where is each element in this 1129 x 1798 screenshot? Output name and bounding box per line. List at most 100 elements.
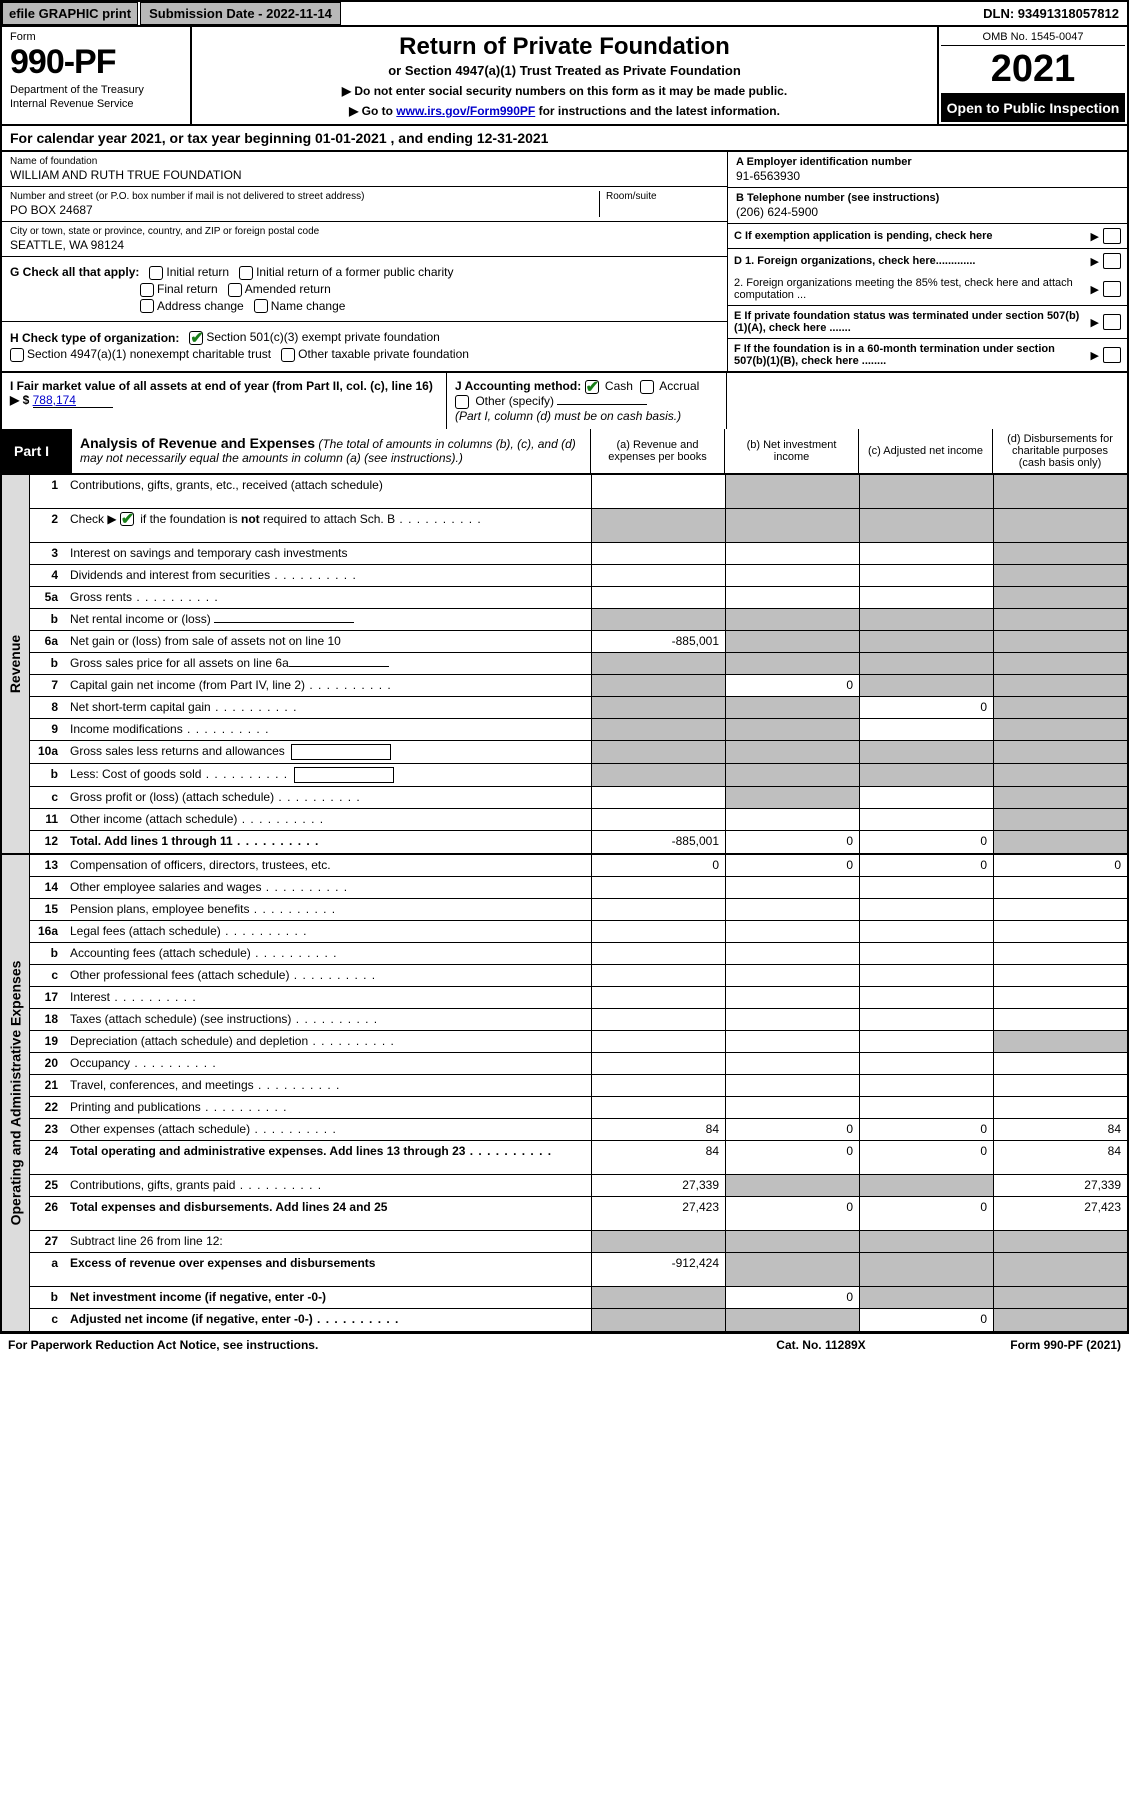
- part1-header: Part I Analysis of Revenue and Expenses …: [0, 429, 1129, 475]
- cbox-4947[interactable]: [10, 348, 24, 362]
- cbox-c[interactable]: [1103, 228, 1121, 244]
- input-10a[interactable]: [291, 744, 391, 760]
- cbox-addr-change[interactable]: [140, 299, 154, 313]
- g-opt-0: Initial return: [166, 265, 229, 279]
- g-opt-3: Amended return: [245, 282, 331, 296]
- foundation-name-cell: Name of foundation WILLIAM AND RUTH TRUE…: [2, 152, 727, 187]
- j-note: (Part I, column (d) must be on cash basi…: [455, 409, 681, 423]
- j-cash: Cash: [605, 379, 633, 393]
- row-18: 18Taxes (attach schedule) (see instructi…: [30, 1009, 1127, 1031]
- cbox-final[interactable]: [140, 283, 154, 297]
- cbox-amended[interactable]: [228, 283, 242, 297]
- row-26: 26Total expenses and disbursements. Add …: [30, 1197, 1127, 1231]
- tel-label: B Telephone number (see instructions): [736, 192, 939, 204]
- cbox-other-method[interactable]: [455, 395, 469, 409]
- open-to-public: Open to Public Inspection: [941, 94, 1125, 122]
- j-accrual: Accrual: [659, 379, 699, 393]
- input-10b[interactable]: [294, 767, 394, 783]
- cbox-initial-former[interactable]: [239, 266, 253, 280]
- cbox-other-taxable[interactable]: [281, 348, 295, 362]
- revenue-side-label: Revenue: [2, 475, 30, 853]
- cbox-cash[interactable]: [585, 380, 599, 394]
- opex-rows: 13Compensation of officers, directors, t…: [30, 855, 1127, 1331]
- name-value: WILLIAM AND RUTH TRUE FOUNDATION: [10, 168, 719, 182]
- irs-link[interactable]: www.irs.gov/Form990PF: [396, 104, 535, 118]
- dept-treasury: Department of the Treasury: [10, 84, 182, 96]
- city-cell: City or town, state or province, country…: [2, 222, 727, 257]
- j-label: J Accounting method:: [455, 379, 581, 393]
- row-15: 15Pension plans, employee benefits: [30, 899, 1127, 921]
- cbox-schb[interactable]: [120, 512, 134, 526]
- f-label: F If the foundation is in a 60-month ter…: [734, 343, 1055, 367]
- row-11: 11Other income (attach schedule): [30, 809, 1127, 831]
- form-subtitle: or Section 4947(a)(1) Trust Treated as P…: [204, 63, 925, 78]
- row-27: 27Subtract line 26 from line 12:: [30, 1231, 1127, 1253]
- form-header: Form 990-PF Department of the Treasury I…: [0, 27, 1129, 126]
- note2-post: for instructions and the latest informat…: [535, 104, 780, 118]
- row-22: 22Printing and publications: [30, 1097, 1127, 1119]
- row-1: 1Contributions, gifts, grants, etc., rec…: [30, 475, 1127, 509]
- addr-value: PO BOX 24687: [10, 203, 599, 217]
- address-cell: Number and street (or P.O. box number if…: [2, 187, 727, 222]
- city-label: City or town, state or province, country…: [10, 226, 719, 237]
- submission-date: Submission Date - 2022-11-14: [140, 2, 341, 25]
- footer-right: Form 990-PF (2021): [921, 1338, 1121, 1352]
- header-left: Form 990-PF Department of the Treasury I…: [2, 27, 192, 124]
- row-14: 14Other employee salaries and wages: [30, 877, 1127, 899]
- d2-label: 2. Foreign organizations meeting the 85%…: [734, 277, 1083, 301]
- cbox-f[interactable]: [1103, 347, 1121, 363]
- info-right: A Employer identification number 91-6563…: [727, 152, 1127, 371]
- cbox-initial-return[interactable]: [149, 266, 163, 280]
- cbox-accrual[interactable]: [640, 380, 654, 394]
- g-opt-2: Final return: [157, 282, 218, 296]
- h-opt-1: Section 501(c)(3) exempt private foundat…: [206, 330, 439, 344]
- info-left: Name of foundation WILLIAM AND RUTH TRUE…: [2, 152, 727, 371]
- dept-irs: Internal Revenue Service: [10, 98, 182, 110]
- cbox-name-change[interactable]: [254, 299, 268, 313]
- c-label: C If exemption application is pending, c…: [734, 230, 993, 242]
- ein-value: 91-6563930: [736, 169, 1119, 183]
- cbox-d2[interactable]: [1103, 281, 1121, 297]
- efile-print-button[interactable]: efile GRAPHIC print: [2, 2, 138, 25]
- header-right: OMB No. 1545-0047 2021 Open to Public In…: [937, 27, 1127, 124]
- cbox-e[interactable]: [1103, 314, 1121, 330]
- row-4: 4Dividends and interest from securities: [30, 565, 1127, 587]
- j-section: J Accounting method: Cash Accrual Other …: [447, 373, 727, 429]
- g-opt-1: Initial return of a former public charit…: [256, 265, 453, 279]
- row-6a: 6aNet gain or (loss) from sale of assets…: [30, 631, 1127, 653]
- row-23: 23Other expenses (attach schedule)840084: [30, 1119, 1127, 1141]
- form-label: Form: [10, 31, 182, 43]
- f-right-dup: [727, 373, 1127, 429]
- e-item: E If private foundation status was termi…: [728, 306, 1127, 338]
- footer-mid: Cat. No. 11289X: [721, 1338, 921, 1352]
- i-section: I Fair market value of all assets at end…: [2, 373, 447, 429]
- g-opt-4: Address change: [157, 299, 244, 313]
- form-number: 990-PF: [10, 43, 182, 82]
- row-16a: 16aLegal fees (attach schedule): [30, 921, 1127, 943]
- row-27c: cAdjusted net income (if negative, enter…: [30, 1309, 1127, 1331]
- omb-number: OMB No. 1545-0047: [941, 29, 1125, 46]
- revenue-rows: 1Contributions, gifts, grants, etc., rec…: [30, 475, 1127, 853]
- row-21: 21Travel, conferences, and meetings: [30, 1075, 1127, 1097]
- g-label: G Check all that apply:: [10, 265, 139, 279]
- h-opt-2: Section 4947(a)(1) nonexempt charitable …: [27, 347, 271, 361]
- col-d-head: (d) Disbursements for charitable purpose…: [993, 429, 1127, 473]
- d1-label: D 1. Foreign organizations, check here..…: [734, 255, 975, 267]
- part1-title: Analysis of Revenue and Expenses: [80, 435, 315, 451]
- col-a-head: (a) Revenue and expenses per books: [591, 429, 725, 473]
- link-note: ▶ Go to www.irs.gov/Form990PF for instru…: [204, 104, 925, 118]
- row-7: 7Capital gain net income (from Part IV, …: [30, 675, 1127, 697]
- row-27a: aExcess of revenue over expenses and dis…: [30, 1253, 1127, 1287]
- c-item: C If exemption application is pending, c…: [728, 224, 1127, 248]
- opex-section: Operating and Administrative Expenses 13…: [0, 855, 1129, 1333]
- col-b-head: (b) Net investment income: [725, 429, 859, 473]
- row-5b: bNet rental income or (loss): [30, 609, 1127, 631]
- row-20: 20Occupancy: [30, 1053, 1127, 1075]
- footer-left: For Paperwork Reduction Act Notice, see …: [8, 1338, 721, 1352]
- cbox-d1[interactable]: [1103, 253, 1121, 269]
- ein-cell: A Employer identification number 91-6563…: [728, 152, 1127, 188]
- form-title: Return of Private Foundation: [204, 33, 925, 61]
- info-grid: Name of foundation WILLIAM AND RUTH TRUE…: [0, 152, 1129, 373]
- cbox-501c3[interactable]: [189, 331, 203, 345]
- row-10b: bLess: Cost of goods sold: [30, 764, 1127, 787]
